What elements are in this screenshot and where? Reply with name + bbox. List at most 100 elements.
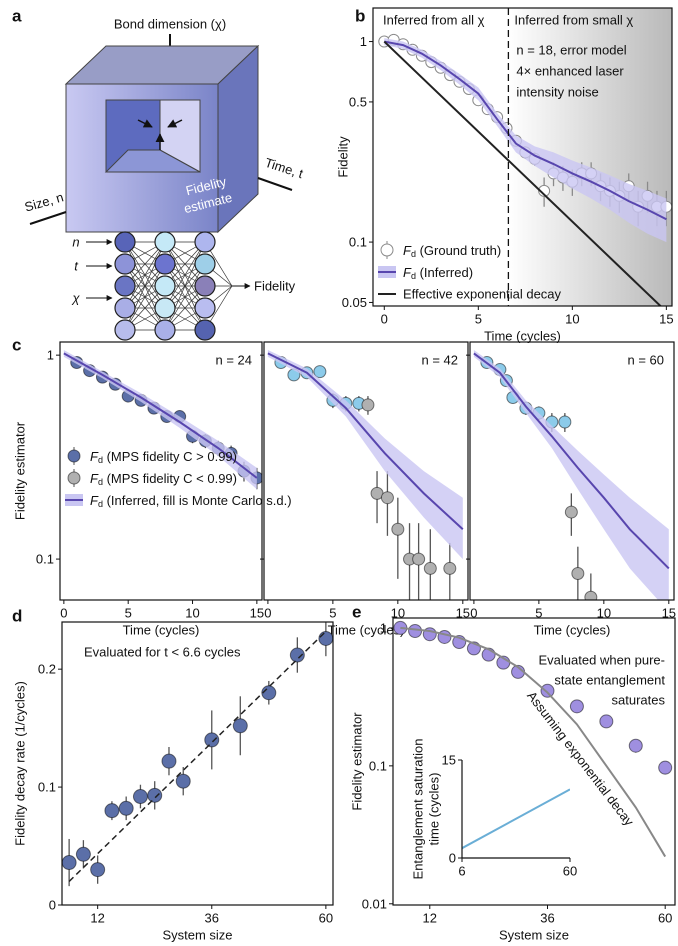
arrow [137,119,153,128]
chart: 0 5 10 15 Time (cycles) n = 60 [466,341,676,638]
x-axis-label: System size [162,928,232,943]
frame [263,341,469,601]
axis-line [29,211,67,225]
band [63,349,257,490]
input-label: χ [71,291,80,306]
x-axis-label: System size [499,928,569,943]
marker [175,773,191,789]
arrow [167,119,183,128]
fit-line [68,630,327,882]
plot-area [393,620,673,858]
x-tick-label: 0 [381,312,388,327]
neuron [194,297,216,319]
marker [571,566,585,580]
frame [469,341,675,601]
line [400,626,667,858]
marker [443,561,457,575]
y-tick-label: 0.05 [342,295,367,310]
marker [132,789,148,805]
y-tick-label: 1 [360,34,367,49]
panel-label: d [12,607,22,626]
marker [423,561,437,575]
frame [59,341,263,601]
legend-marker [380,243,394,257]
marker [313,365,327,379]
neuron [154,253,176,275]
neuron [114,297,136,319]
legend-label: Fd (Inferred) [403,265,473,282]
x-tick-label: 5 [329,606,336,621]
y-tick-label: 0.1 [36,552,54,567]
marker [412,552,426,566]
annotation: Evaluated for t < 6.6 cycles [84,645,241,660]
chart: 12 36 60 0 0.1 0.2 System size Fidelity decay r… [12,607,334,943]
y-axis-label: time (cycles) [427,773,442,846]
line [384,40,667,221]
band [473,349,669,600]
plot-area [462,788,570,850]
x-tick-label: 0 [470,606,477,621]
neuron [154,297,176,319]
marker [361,398,375,412]
marker [161,753,177,769]
marker [538,184,551,197]
annotation: n = 42 [421,353,458,368]
connection [124,263,166,331]
y-tick-label: 0 [449,851,456,866]
x-axis-label: Time (cycles) [328,623,405,638]
x-tick-label: 60 [658,911,672,926]
axis-spine [461,760,570,859]
diagram: a Bond dimension (χ) Fidelity estimate S… [12,7,305,341]
marker [564,505,578,519]
panel-label: c [12,336,21,355]
neuron [114,319,136,341]
x-tick-label: 12 [423,911,437,926]
chart: 0 5 10 15 0.1 1 Time (cycles) Fidelity estimato… [12,336,292,638]
marker [380,491,394,505]
x-tick-label: 10 [185,606,199,621]
connection [124,241,166,309]
marker [62,855,77,871]
x-axis-label: Time (cycles) [484,329,561,344]
marker [90,862,106,878]
marker [118,800,134,816]
chart: 0 5 10 15 0.05 0.1 0.5 1 Time (cycles) Fidelity b I… [336,7,674,344]
neuron [114,275,136,297]
x-tick-label: 15 [456,606,470,621]
legend-label: Effective exponential decay [403,287,562,302]
frame [372,7,673,307]
x-tick-label: 10 [597,606,611,621]
neuron [114,231,136,253]
annotation: Inferred from small χ [514,13,633,28]
y-tick-label: 15 [442,753,456,768]
y-tick-label: 0 [49,898,56,913]
y-tick-label: 0.2 [38,662,56,677]
marker [584,590,598,600]
connection [164,241,206,309]
output-label: Fidelity [254,279,296,294]
marker [391,522,405,536]
frame [392,617,676,906]
line [267,352,464,531]
legend-label: Fd (Ground truth) [403,243,501,260]
line [462,788,570,850]
frame [61,621,334,906]
x-tick-label: 0 [60,606,67,621]
panel-label: e [352,603,361,622]
marker [75,846,91,862]
connection [164,263,206,331]
panel-label: b [355,7,365,26]
cube-side [217,44,259,234]
marker [628,738,643,753]
marker [408,623,423,638]
neuron [154,275,176,297]
y-axis-label: Fidelity estimator [350,712,365,811]
x-tick-label: 6 [458,864,465,879]
x-tick-label: 5 [125,606,132,621]
neuron [194,231,216,253]
marker [289,647,305,663]
x-tick-label: 36 [205,911,219,926]
y-tick-label: 1 [47,348,54,363]
neuron [194,253,216,275]
